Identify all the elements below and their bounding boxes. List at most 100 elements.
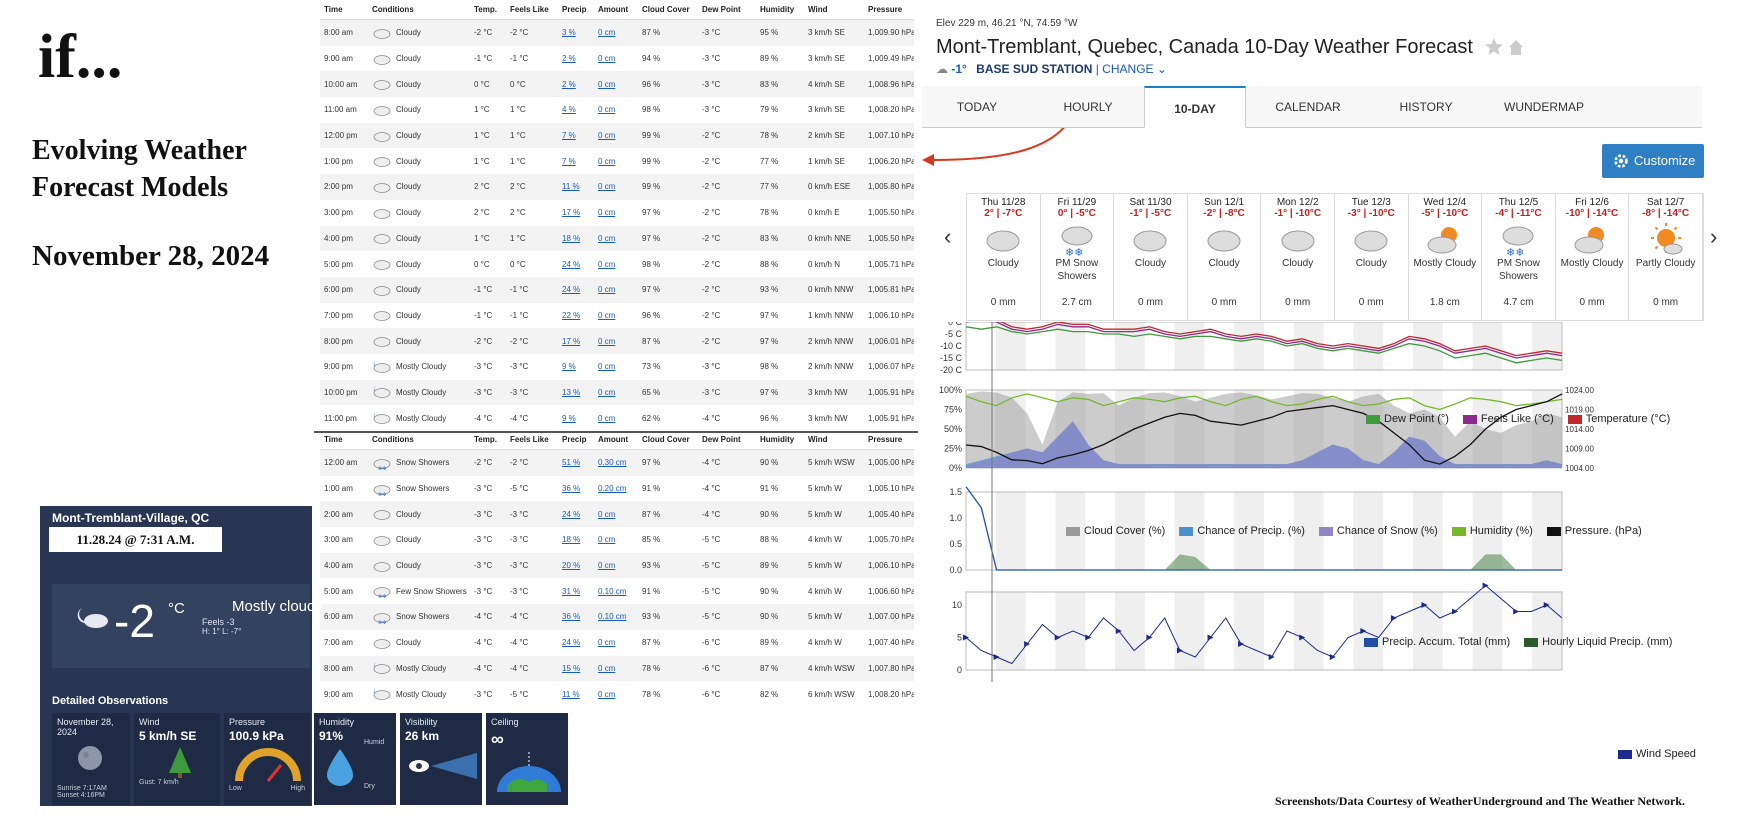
column-header: Time [324, 435, 343, 444]
cloud-icon [373, 28, 391, 39]
cell-amount[interactable]: 0 cm [598, 259, 616, 269]
cell-amount[interactable]: 0.10 cm [598, 612, 627, 622]
cell-amount[interactable]: 0 cm [598, 663, 616, 673]
cell-precip[interactable]: 20 % [562, 561, 581, 571]
cell-precip[interactable]: 2 % [562, 54, 576, 64]
day-column[interactable]: Sat 12/7 -8° | -14°C Partly Cloudy 0 mm [1629, 194, 1703, 320]
cell-precip[interactable]: 24 % [562, 509, 581, 519]
day-column[interactable]: Wed 12/4 -5° | -10°C Mostly Cloudy 1.8 c… [1409, 194, 1483, 320]
cell-precip[interactable]: 15 % [562, 663, 581, 673]
cell-precip[interactable]: 24 % [562, 638, 581, 648]
day-condition: Cloudy [1355, 258, 1387, 269]
cell-amount[interactable]: 0 cm [598, 387, 616, 397]
cell-humidity: 83 % [760, 79, 779, 89]
card-high-low: H: 1° L: -7° [202, 627, 242, 636]
cell-amount[interactable]: 0 cm [598, 208, 616, 218]
day-column[interactable]: Thu 11/28 2° | -7°C Cloudy 0 mm [967, 194, 1041, 320]
change-link[interactable]: | CHANGE [1095, 62, 1154, 76]
slide-subtitle: Evolving Weather Forecast Models [32, 135, 247, 203]
cell-precip[interactable]: 17 % [562, 208, 581, 218]
legend-swatch [1366, 414, 1380, 424]
cell-precip[interactable]: 11 % [562, 182, 580, 192]
cell-precip[interactable]: 51 % [562, 458, 581, 468]
tab-wundermap[interactable]: WUNDERMAP [1504, 100, 1584, 114]
cell-precip[interactable]: 24 % [562, 285, 581, 295]
gauge-high: High [290, 785, 305, 792]
cell-amount[interactable]: 0 cm [598, 362, 616, 372]
cell-temp: 0 °C [474, 79, 490, 89]
cell-precip[interactable]: 9 % [562, 413, 576, 423]
precip-accum-line [965, 486, 1562, 571]
day-column[interactable]: Fri 11/29 0° | -5°C ❄❄ PM Snow Showers 2… [1041, 194, 1115, 320]
tab-10-day[interactable]: 10-DAY [1144, 86, 1246, 128]
table-row: 9:00 pm Mostly Cloudy -3 °C -3 °C 9 % 0 cm 73 … [320, 354, 914, 380]
cell-precip[interactable]: 18 % [562, 233, 581, 243]
cell-feels-like: -2 °C [510, 458, 529, 468]
star-home-icons[interactable] [1485, 37, 1525, 57]
cell-precip[interactable]: 31 % [562, 586, 581, 596]
cell-amount[interactable]: 0 cm [598, 233, 616, 243]
cell-cloud-cover: 91 % [642, 484, 661, 494]
day-column[interactable]: Sat 11/30 -1° | -5°C Cloudy 0 mm [1114, 194, 1188, 320]
day-column[interactable]: Mon 12/2 -1° | -10°C Cloudy 0 mm [1261, 194, 1335, 320]
tab-history[interactable]: HISTORY [1399, 100, 1453, 114]
cell-amount[interactable]: 0 cm [598, 336, 616, 346]
y-tick-label: -20 C [940, 365, 963, 375]
day-column[interactable]: Tue 12/3 -3° | -10°C Cloudy 0 mm [1335, 194, 1409, 320]
cell-precip[interactable]: 36 % [562, 612, 581, 622]
station-name[interactable]: BASE SUD STATION [976, 62, 1093, 76]
cell-amount[interactable]: 0 cm [598, 131, 616, 141]
cell-amount[interactable]: 0.30 cm [598, 458, 627, 468]
cell-precip[interactable]: 9 % [562, 362, 576, 372]
cell-precip[interactable]: 24 % [562, 259, 581, 269]
prev-days-arrow[interactable]: ‹ [944, 224, 952, 249]
cell-amount[interactable]: 0 cm [598, 105, 616, 115]
cell-amount[interactable]: 0 cm [598, 28, 616, 38]
cloud-icon [1207, 230, 1241, 252]
cell-precip[interactable]: 3 % [562, 28, 576, 38]
cell-amount[interactable]: 0 cm [598, 156, 616, 166]
cell-precip[interactable]: 2 % [562, 79, 576, 89]
table-row: 8:00 am Mostly Cloudy -4 °C -4 °C 15 % 0 cm 78… [320, 655, 914, 682]
cell-dew-point: -2 °C [702, 259, 721, 269]
cell-cloud-cover: 85 % [642, 535, 661, 545]
cell-amount[interactable]: 0.20 cm [598, 484, 627, 494]
day-column[interactable]: Sun 12/1 -2° | -8°C Cloudy 0 mm [1188, 194, 1262, 320]
cloud-icon [373, 234, 391, 245]
cell-amount[interactable]: 0 cm [598, 182, 616, 192]
chevron-down-icon[interactable]: ⌄ [1156, 62, 1167, 76]
cell-amount[interactable]: 0 cm [598, 689, 616, 699]
gear-icon[interactable] [1612, 152, 1630, 170]
next-days-arrow[interactable]: › [1710, 224, 1718, 249]
cell-precip[interactable]: 7 % [562, 156, 576, 166]
cell-wind: 1 km/h NNW [808, 310, 854, 320]
cell-amount[interactable]: 0 cm [598, 79, 616, 89]
cell-pressure: 1,008.20 hPa [868, 689, 914, 699]
cell-temp: -2 °C [474, 458, 493, 468]
cell-amount[interactable]: 0 cm [598, 535, 616, 545]
cell-amount[interactable]: 0 cm [598, 638, 616, 648]
cell-precip[interactable]: 11 % [562, 689, 580, 699]
cell-precip[interactable]: 17 % [562, 336, 581, 346]
cell-precip[interactable]: 36 % [562, 484, 581, 494]
cell-amount[interactable]: 0 cm [598, 561, 616, 571]
tab-calendar[interactable]: CALENDAR [1275, 100, 1341, 114]
cell-precip[interactable]: 22 % [562, 310, 581, 320]
tab-hourly[interactable]: HOURLY [1063, 100, 1113, 114]
cell-amount[interactable]: 0.10 cm [598, 586, 627, 596]
y-tick-label: 1.0 [949, 513, 962, 523]
cell-precip[interactable]: 18 % [562, 535, 581, 545]
cell-amount[interactable]: 0 cm [598, 509, 616, 519]
cell-amount[interactable]: 0 cm [598, 54, 616, 64]
cell-cloud-cover: 99 % [642, 156, 661, 166]
cell-precip[interactable]: 4 % [562, 105, 576, 115]
day-column[interactable]: Thu 12/5 -4° | -11°C ❄❄ PM Snow Showers … [1482, 194, 1556, 320]
cell-amount[interactable]: 0 cm [598, 310, 616, 320]
tab-today[interactable]: TODAY [956, 100, 998, 114]
cell-precip[interactable]: 13 % [562, 387, 581, 397]
cell-temp: -3 °C [474, 362, 493, 372]
cell-precip[interactable]: 7 % [562, 131, 576, 141]
cell-amount[interactable]: 0 cm [598, 413, 616, 423]
cell-amount[interactable]: 0 cm [598, 285, 616, 295]
day-column[interactable]: Fri 12/6 -10° | -14°C Mostly Cloudy 0 mm [1556, 194, 1630, 320]
